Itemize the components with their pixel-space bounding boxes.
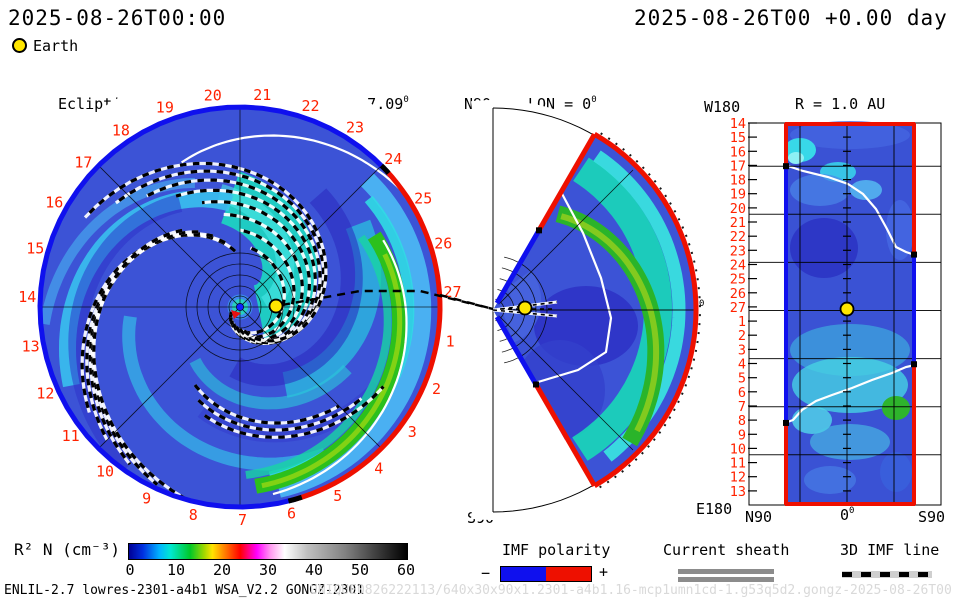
current-sheath-line-icon (678, 577, 774, 582)
colorbar-tick: 30 (258, 561, 278, 579)
day-ring-label: 12 (36, 385, 54, 403)
run-id-text: UNIQUE0826222113/640x30x90x1.2301-a4b1.1… (310, 583, 958, 598)
day-axis-label: 26 (730, 286, 746, 302)
day-axis-label: 20 (730, 201, 746, 217)
day-ring-label: 5 (333, 487, 342, 505)
day-axis-label: 24 (730, 257, 746, 273)
day-axis-label: 21 (730, 215, 746, 231)
timestamp-forecast: 2025-08-26T00 +0.00 day (634, 6, 948, 30)
day-ring-label: 13 (22, 337, 40, 355)
day-ring-label: 8 (189, 506, 198, 524)
day-axis-label: 27 (730, 300, 746, 316)
sun-earth-line-overlay (281, 289, 494, 311)
imf-3d-line-icon (842, 571, 932, 578)
day-ring-label: 21 (253, 86, 271, 104)
day-axis-label: 4 (738, 357, 746, 373)
day-ring-label: 19 (156, 99, 174, 117)
day-ring-label: 27 (443, 283, 461, 301)
sun-marker (236, 303, 244, 311)
day-axis-label: 19 (730, 187, 746, 203)
day-axis-label: 13 (730, 484, 746, 500)
current-sheath-line-icon (678, 569, 774, 574)
day-axis-label: 22 (730, 229, 746, 245)
day-axis-label: 3 (738, 342, 746, 358)
colorbar-gradient (128, 543, 408, 560)
imf-3d-line-title: 3D IMF line (840, 541, 940, 559)
earth-legend: Earth (12, 37, 78, 55)
timestamp-current: 2025-08-26T00:00 (8, 6, 227, 30)
earth-legend-label: Earth (33, 37, 79, 55)
day-ring-label: 24 (384, 150, 402, 168)
day-axis-label: 10 (730, 441, 746, 457)
imf-polarity-title: IMF polarity (502, 541, 611, 559)
day-axis-label: 25 (730, 272, 746, 288)
colorbar-tick: 20 (212, 561, 232, 579)
colorbar-tick: 0 (125, 561, 135, 579)
day-ring-label: 9 (142, 489, 151, 507)
radial-title: R = 1.0 AU (795, 95, 886, 113)
day-axis-label: 15 (730, 130, 746, 146)
colorbar-tick: 10 (166, 561, 186, 579)
day-ring-label: 6 (287, 505, 296, 523)
day-ring-label: 23 (346, 119, 364, 137)
day-ring-label: 14 (18, 288, 36, 306)
day-axis-label: 18 (730, 173, 746, 189)
meridional-plane-plot (440, 100, 702, 520)
earth-icon (12, 38, 27, 53)
day-ring-label: 4 (374, 460, 383, 478)
day-ring-label: 7 (238, 511, 247, 529)
day-ring-label: 1 (446, 333, 455, 351)
imf-polarity-bar (500, 566, 592, 582)
day-axis-label: 5 (738, 371, 746, 387)
radial-x-n90: N90 (745, 508, 773, 526)
day-ring-label: 10 (96, 463, 114, 481)
sun-polarity-arrow (231, 310, 241, 319)
radial-x-zero: 00 (840, 506, 855, 524)
colorbar-tick: 40 (304, 561, 324, 579)
day-axis-label: 2 (738, 328, 746, 344)
day-axis-label: 8 (738, 413, 746, 429)
colorbar-tick: 50 (350, 561, 370, 579)
day-axis-label: 17 (730, 158, 746, 174)
day-ring-label: 3 (408, 423, 417, 441)
earth-marker (839, 301, 855, 317)
day-ring-label: 17 (74, 154, 92, 172)
day-axis-label: 12 (730, 470, 746, 486)
colorbar-tick: 60 (396, 561, 416, 579)
colorbar-label: R² N (cm⁻³) (14, 540, 120, 559)
radial-w180-label: W180 (704, 98, 741, 116)
model-version-text: ENLIL-2.7 lowres-2301-a4b1 WSA_V2.2 GONG… (4, 583, 365, 598)
day-ring-label: 25 (414, 189, 432, 207)
day-axis-label: 14 (730, 116, 746, 132)
current-sheath-title: Current sheath (663, 541, 790, 559)
day-axis-label: 1 (738, 314, 746, 330)
imf-negative-swatch (501, 567, 546, 581)
day-ring-label: 2 (432, 380, 441, 398)
radial-x-s90: S90 (918, 508, 946, 526)
earth-marker (517, 300, 533, 316)
day-ring-label: 11 (62, 427, 80, 445)
day-axis-label: 23 (730, 243, 746, 259)
imf-minus-sign: − (481, 564, 491, 582)
radial-map-plot: 1415161718192021222324252627123456789101… (730, 116, 942, 506)
day-axis-label: 6 (738, 385, 746, 401)
day-ring-label: 18 (112, 121, 130, 139)
day-axis-label: 11 (730, 456, 746, 472)
day-axis-label: 16 (730, 144, 746, 160)
day-ring-label: 20 (204, 87, 222, 105)
day-ring-label: 22 (301, 97, 319, 115)
day-ring-label: 26 (434, 235, 452, 253)
day-ring-label: 15 (26, 239, 44, 257)
day-axis-label: 9 (738, 427, 746, 443)
day-axis-label: 7 (738, 399, 746, 415)
imf-plus-sign: + (599, 563, 609, 581)
day-ring-label: 16 (45, 194, 63, 212)
imf-positive-swatch (546, 567, 591, 581)
radial-e180-label: E180 (696, 500, 733, 518)
